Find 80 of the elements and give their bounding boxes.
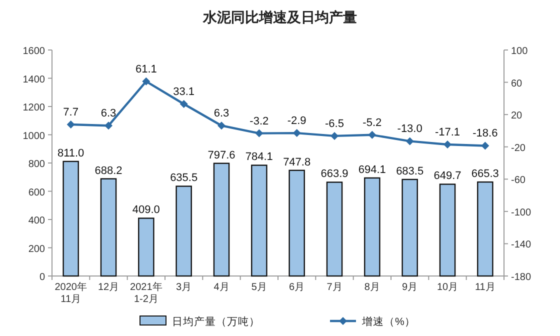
y2-tick-label: -100 xyxy=(511,207,532,218)
data-label: 747.8 xyxy=(283,156,311,168)
data-label: -2.9 xyxy=(287,115,306,128)
y-tick-label: 800 xyxy=(28,159,46,170)
point xyxy=(406,137,414,146)
x-tick-label: 3月 xyxy=(176,282,192,293)
x-tick-label: 4月 xyxy=(214,282,230,293)
y2-tick-label: -20 xyxy=(511,142,526,154)
legend-label: 日均产量（万吨） xyxy=(172,315,260,328)
point xyxy=(142,77,150,86)
y2-tick-label: -180 xyxy=(511,272,532,283)
x-tick-label: 2020年 11月 xyxy=(54,281,87,305)
point xyxy=(66,120,75,128)
data-label: 688.2 xyxy=(94,164,122,177)
bar xyxy=(213,162,230,277)
data-label: -5.2 xyxy=(362,116,382,129)
point xyxy=(218,122,226,130)
data-label: 665.3 xyxy=(471,168,499,180)
x-tick-label: 5月 xyxy=(251,282,267,293)
data-label: 694.1 xyxy=(358,164,386,176)
bar xyxy=(62,160,79,277)
point xyxy=(330,132,338,140)
bar xyxy=(251,164,268,277)
point xyxy=(481,142,490,150)
data-label: 409.0 xyxy=(132,204,160,216)
data-label: 635.5 xyxy=(170,172,198,184)
bar xyxy=(364,177,380,277)
data-label: -17.1 xyxy=(434,126,460,139)
chart-title: 水泥同比增速及日均产量 xyxy=(202,9,357,25)
point xyxy=(444,140,452,149)
data-label: -18.6 xyxy=(472,128,498,140)
point xyxy=(104,122,112,130)
data-label: 797.6 xyxy=(208,149,236,162)
x-tick-label: 12月 xyxy=(98,282,120,293)
data-label: 7.7 xyxy=(63,106,78,118)
y-tick-label: 1000 xyxy=(22,130,46,142)
bar xyxy=(288,170,305,277)
y2-tick-label: 100 xyxy=(511,46,528,57)
x-tick-label: 9月 xyxy=(402,282,418,293)
bar xyxy=(326,182,343,277)
bar xyxy=(477,181,494,277)
x-tick-label: 2021年 1-2月 xyxy=(130,281,162,305)
point xyxy=(292,129,301,138)
data-label: 663.9 xyxy=(320,168,348,180)
y2-tick-label: 20 xyxy=(511,110,523,122)
y-tick-label: 200 xyxy=(28,244,46,255)
y-tick-label: 400 xyxy=(28,216,46,226)
data-label: 6.3 xyxy=(100,108,116,120)
bar xyxy=(100,178,117,277)
y-tick-label: 1400 xyxy=(22,74,46,86)
data-label: -3.2 xyxy=(250,115,269,128)
bar xyxy=(138,218,154,277)
y-tick-label: 1600 xyxy=(22,46,46,57)
data-label: 683.5 xyxy=(396,165,424,178)
bar xyxy=(439,184,456,277)
legend-label: 增速（%） xyxy=(361,315,416,328)
point xyxy=(368,130,376,139)
bar xyxy=(176,186,192,277)
data-label: 6.3 xyxy=(214,108,230,120)
x-tick-label: 11月 xyxy=(474,282,496,293)
x-tick-label: 10月 xyxy=(436,282,458,293)
y2-tick-label: -140 xyxy=(511,240,532,251)
y2-tick-label: -60 xyxy=(511,175,526,186)
y-tick-label: 600 xyxy=(28,187,46,198)
data-label: 784.1 xyxy=(245,151,273,164)
bar xyxy=(402,178,418,277)
data-label: 649.7 xyxy=(434,170,462,182)
data-label: 811.0 xyxy=(57,147,84,160)
x-tick-label: 7月 xyxy=(326,282,342,293)
point xyxy=(180,100,188,108)
data-label: 61.1 xyxy=(135,63,157,76)
point xyxy=(255,129,264,138)
x-tick-label: 8月 xyxy=(364,282,380,293)
data-label: -13.0 xyxy=(397,123,422,136)
y2-tick-label: 60 xyxy=(511,78,523,90)
data-label: 33.1 xyxy=(173,86,195,98)
y-tick-label: 0 xyxy=(39,272,46,283)
y-tick-label: 1200 xyxy=(22,102,46,114)
data-label: -6.5 xyxy=(325,118,344,130)
x-tick-label: 6月 xyxy=(289,282,305,293)
